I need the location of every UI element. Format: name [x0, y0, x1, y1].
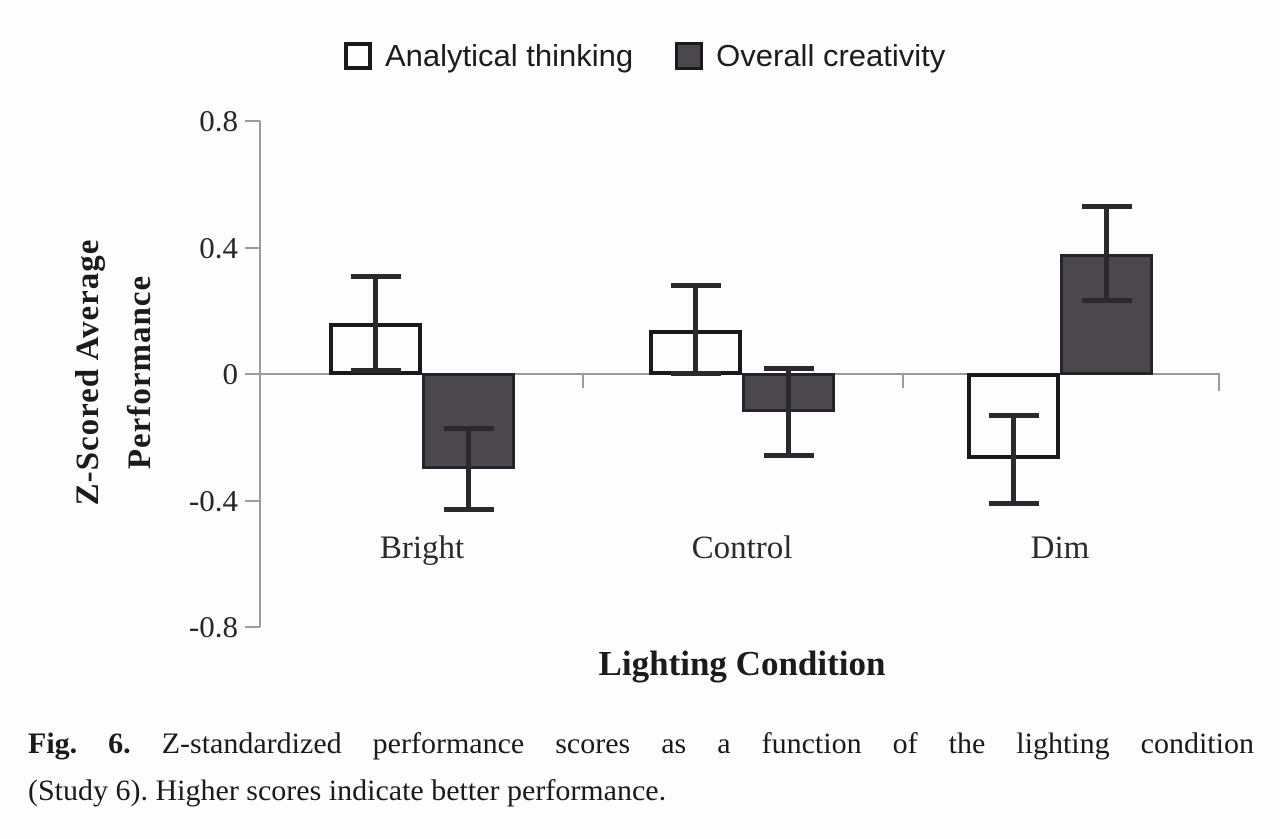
x-boundary-tick-1 — [582, 374, 584, 388]
caption-line-1-text: Z-standardized performance scores as a f… — [161, 727, 1254, 760]
x-category-label-control: Control — [691, 530, 793, 566]
y-tick-label-0.8: 0.8 — [199, 103, 238, 138]
error-bar-control-analytical — [693, 285, 698, 374]
x-category-label-dim: Dim — [1030, 530, 1090, 566]
y-tick--0.4 — [245, 499, 260, 502]
error-bar-dim-analytical — [1011, 415, 1016, 504]
caption-figure-label: Fig. 6. — [28, 727, 131, 760]
y-tick--0.8 — [245, 626, 260, 628]
legend-label-overall-creativity: Overall creativity — [716, 38, 946, 73]
error-cap-top-control-creativity — [763, 365, 814, 371]
error-bar-bright-analytical — [373, 275, 378, 371]
error-cap-bottom-control-analytical — [670, 371, 721, 376]
x-axis-title: Lighting Condition — [598, 644, 886, 683]
legend-swatch-filled-bar — [675, 42, 704, 70]
x-axis-end-tick — [1218, 374, 1220, 391]
error-cap-bottom-dim-analytical — [988, 500, 1039, 506]
y-tick-0 — [245, 373, 260, 375]
y-tick-label--0.8: -0.8 — [188, 609, 238, 644]
caption-line-2: (Study 6). Higher scores indicate better… — [28, 774, 667, 807]
y-axis-title-line1: Z-Scored Average — [70, 238, 106, 506]
y-tick-label-0.4: 0.4 — [199, 229, 238, 265]
y-tick-label-0: 0 — [222, 356, 239, 391]
y-tick-label--0.4: -0.4 — [188, 482, 238, 518]
error-bar-bright-creativity — [466, 427, 471, 510]
chart-legend: Analytical thinking Overall creativity — [344, 38, 945, 74]
error-cap-bottom-bright-analytical — [350, 367, 401, 373]
x-boundary-tick-2 — [902, 374, 904, 388]
figure-caption: Fig. 6. Z-standardized performance score… — [28, 720, 1254, 814]
error-cap-top-bright-analytical — [350, 273, 401, 279]
error-cap-top-dim-analytical — [988, 413, 1039, 419]
error-cap-top-dim-creativity — [1081, 204, 1132, 210]
y-tick-0.8 — [245, 120, 260, 122]
error-bar-control-creativity — [786, 367, 791, 457]
legend-item-overall-creativity: Overall creativity — [675, 38, 945, 74]
error-cap-bottom-control-creativity — [763, 453, 814, 459]
caption-line-1: Fig. 6. Z-standardized performance score… — [28, 720, 1254, 767]
error-bar-dim-creativity — [1104, 206, 1109, 302]
legend-item-analytical-thinking: Analytical thinking — [344, 38, 633, 74]
legend-swatch-open-bar — [344, 42, 372, 70]
error-cap-bottom-bright-creativity — [443, 506, 494, 512]
error-cap-top-control-analytical — [670, 283, 721, 289]
error-cap-top-bright-creativity — [443, 425, 494, 431]
y-tick-0.4 — [245, 246, 260, 249]
legend-label-analytical-thinking: Analytical thinking — [385, 38, 634, 73]
x-category-label-bright: Bright — [379, 530, 465, 566]
error-cap-bottom-dim-creativity — [1081, 298, 1132, 304]
